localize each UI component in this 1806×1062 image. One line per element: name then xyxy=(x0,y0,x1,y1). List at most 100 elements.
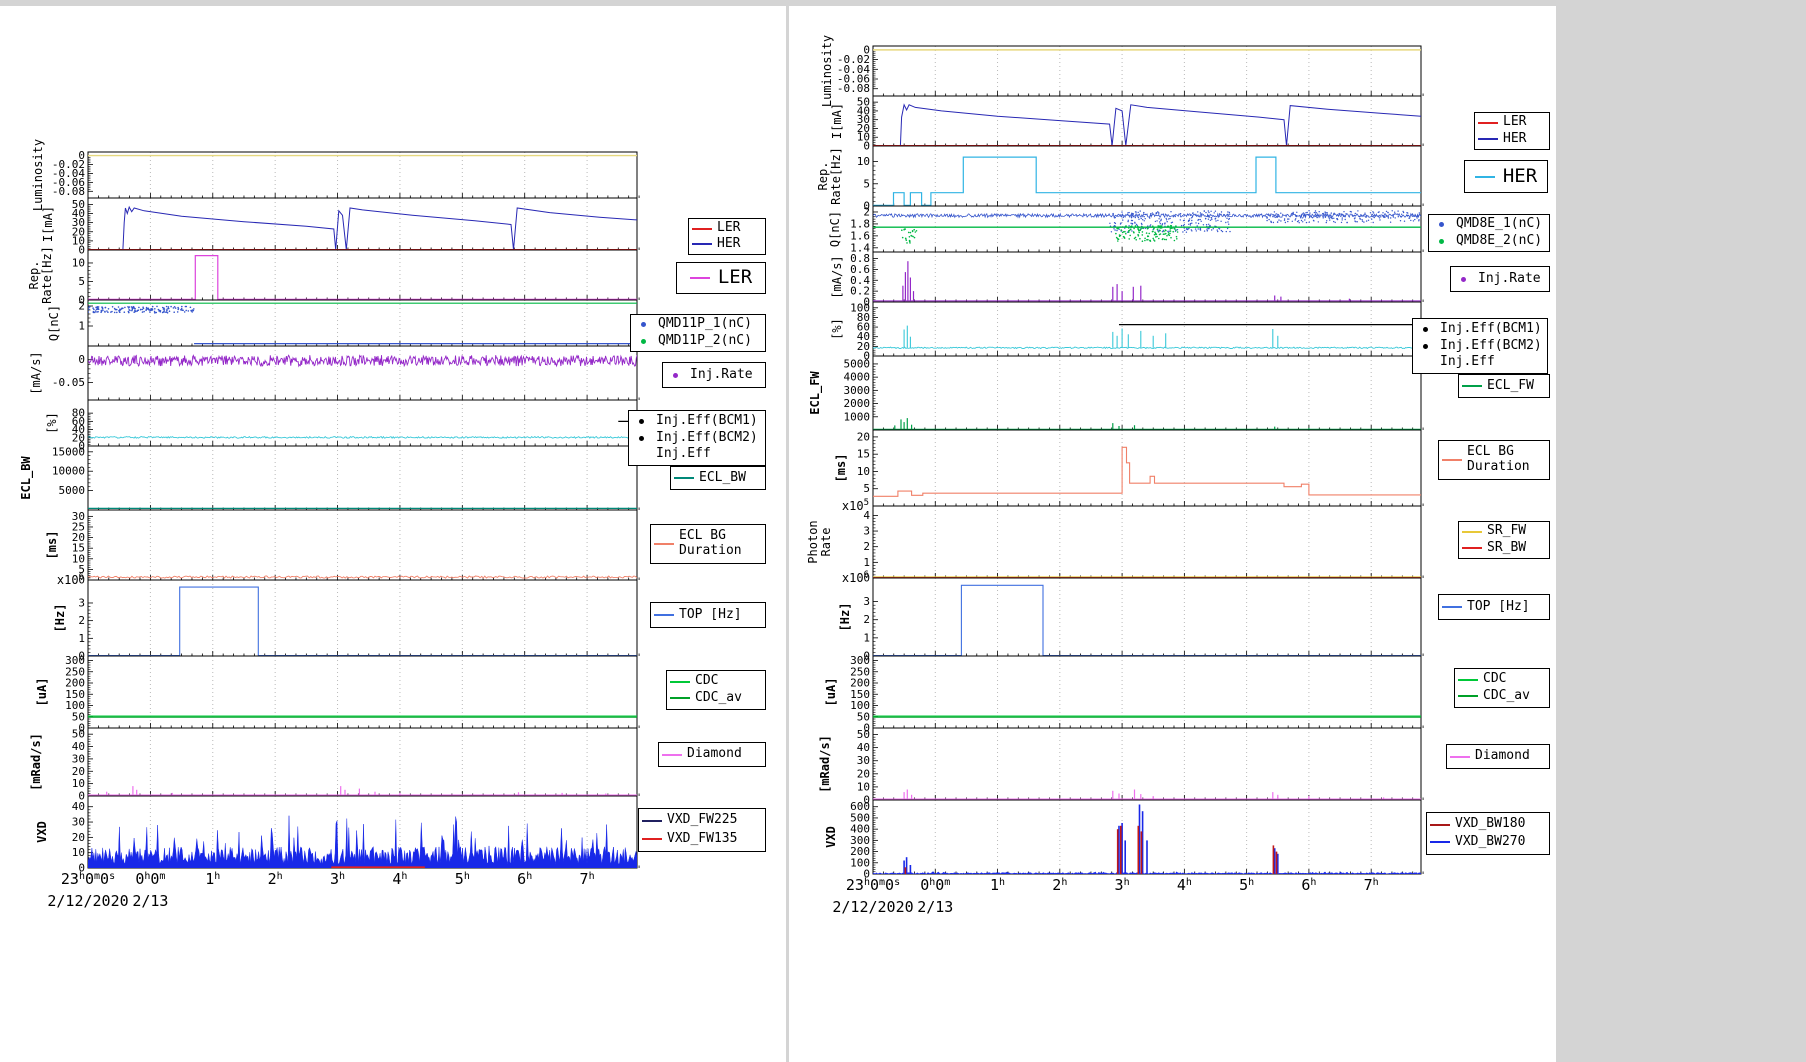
series-QMD8E_1(nC) xyxy=(1265,210,1420,224)
y-tick-label: 0 xyxy=(863,572,870,585)
line-marker-icon xyxy=(654,614,674,616)
y-tick-label: 15 xyxy=(857,448,870,461)
legend-entry: SR_BW xyxy=(1462,540,1546,556)
legend-label: QMD8E_1(nC) xyxy=(1456,216,1543,232)
legend-label: Inj.Eff(BCM2) xyxy=(656,429,758,445)
y-tick-label: 30 xyxy=(72,752,85,765)
y-axis-label: [uA] xyxy=(824,678,838,707)
series-ECL BG Duration xyxy=(873,446,1421,497)
series-group-cdc-ua xyxy=(873,715,1421,718)
y-axis-label: VXD xyxy=(824,826,838,848)
legend-ecl-bg: ECL BG Duration xyxy=(1438,440,1550,480)
y-tick-label: 10 xyxy=(72,552,85,565)
legend-entry: LER xyxy=(680,266,762,289)
dot-marker-icon xyxy=(1423,343,1428,349)
legend-label: Diamond xyxy=(687,746,742,762)
x-tick-label: 7h xyxy=(580,870,595,888)
legend-ring-big: LER xyxy=(676,262,766,294)
x-tick-label: 2h xyxy=(268,870,283,888)
y-tick-label: 100 xyxy=(850,856,870,869)
x-tick-label: 7h xyxy=(1364,876,1379,894)
legend-label: ECL_FW xyxy=(1487,377,1534,393)
series-HER xyxy=(88,205,637,250)
y-tick-label: 40 xyxy=(857,330,870,343)
legend-label: TOP [Hz] xyxy=(679,606,742,622)
legend-entry: ECL_BW xyxy=(674,470,762,486)
x-tick-label: 6h xyxy=(517,870,532,888)
series-group-diamond xyxy=(873,789,1421,800)
y-tick-label: 0 xyxy=(863,296,870,309)
line-marker-icon xyxy=(1442,606,1462,608)
y-tick-label: -0.08 xyxy=(52,185,85,198)
x-tick-label: 4h xyxy=(392,870,407,888)
legend-vxd: VXD_FW225 VXD_FW135 xyxy=(638,808,766,852)
y-tick-label: 0 xyxy=(78,440,85,453)
series-group-ecl-bg-ms xyxy=(873,446,1421,497)
legend-label: VXD_FW225 xyxy=(667,812,738,828)
line-marker-icon xyxy=(1478,121,1498,124)
x-tick-label: 5h xyxy=(1239,876,1254,894)
x-tick-label: 3h xyxy=(330,870,345,888)
y-tick-label: 3 xyxy=(78,596,85,609)
legend-ring-big: HER xyxy=(1464,160,1548,193)
legend-label: QMD11P_2(nC) xyxy=(658,332,752,348)
dot-marker-icon xyxy=(1423,326,1428,332)
y-tick-label: 20 xyxy=(72,431,85,444)
legend-entry: Inj.Eff(BCM2) xyxy=(1416,338,1544,354)
legend-entry: Inj.Eff xyxy=(632,446,762,462)
series-group-cdc-ua xyxy=(88,715,637,718)
y-tick-label: 10 xyxy=(857,155,870,168)
y-tick-label: 150 xyxy=(850,688,870,701)
y-tick-label: 20 xyxy=(857,430,870,443)
legend-label: LER xyxy=(717,266,753,289)
line-marker-icon xyxy=(1442,459,1462,461)
subplot-charge: 21.81.61.4 Q[nC] xyxy=(828,205,1424,254)
y-tick-label: 5 xyxy=(863,482,870,495)
line-marker-icon xyxy=(1430,823,1450,826)
y-tick-label: 200 xyxy=(65,677,85,690)
series-group-inj-eff xyxy=(88,420,637,439)
series-ECL BG Duration xyxy=(88,575,637,579)
y-tick-label: 3 xyxy=(863,595,870,608)
right-monitor-panel: 0 -0.02 -0.04 -0.06 -0.08 Luminosity 50 40 30 20 1… xyxy=(789,0,1556,1062)
y-axis-label: Q[nC] xyxy=(47,305,61,341)
legend-qmd: QMD8E_1(nC) QMD8E_2(nC) xyxy=(1428,214,1550,252)
subplot-photon-rate: 4 3 2 1 0 Photon Rate x105 xyxy=(806,498,1424,585)
y-axis-label: ECL_FW xyxy=(808,371,823,415)
legend-label: Inj.Eff(BCM1) xyxy=(1440,320,1542,336)
series-Inj.Rate xyxy=(902,261,1351,301)
y-tick-label: 10 xyxy=(857,780,870,793)
dot-marker-icon xyxy=(1439,238,1444,244)
legend-label: HER xyxy=(1502,164,1538,187)
series-HER xyxy=(873,103,1421,146)
y-tick-label: 0.2 xyxy=(850,285,870,298)
series-LER xyxy=(88,255,637,300)
legend-label: Inj.Rate xyxy=(1478,270,1541,286)
line-marker-icon xyxy=(670,680,690,683)
y-tick-label: 200 xyxy=(850,677,870,690)
y-tick-label: 15000 xyxy=(52,445,85,458)
y-tick-label: -0.06 xyxy=(52,176,85,189)
x-tick-label: 0h0m xyxy=(135,870,165,888)
y-tick-label: 40 xyxy=(72,207,85,220)
series-VXD_BW270 xyxy=(903,804,1279,874)
y-tick-label: 60 xyxy=(857,321,870,334)
legend-entry: VXD_BW180 xyxy=(1430,816,1546,832)
legend-entry: QMD8E_2(nC) xyxy=(1432,233,1546,249)
series-VXD_BW180 xyxy=(904,825,1278,874)
subplot-rep-rate: 10 5 0 Rep. Rate[Hz] xyxy=(816,145,1424,213)
dot-marker-icon xyxy=(639,435,644,441)
y-tick-label: 250 xyxy=(850,665,870,678)
series-Diamond xyxy=(106,786,607,795)
series-ECL_FW xyxy=(894,418,1310,430)
series-QMD8E_1(nC) xyxy=(873,212,1421,219)
y-tick-label: 30 xyxy=(72,216,85,229)
line-marker-icon xyxy=(692,227,712,230)
x-tick-label: 0h0m xyxy=(920,876,950,894)
dot-marker-icon xyxy=(641,322,646,328)
legend-cdc: CDC CDC_av xyxy=(666,670,766,710)
